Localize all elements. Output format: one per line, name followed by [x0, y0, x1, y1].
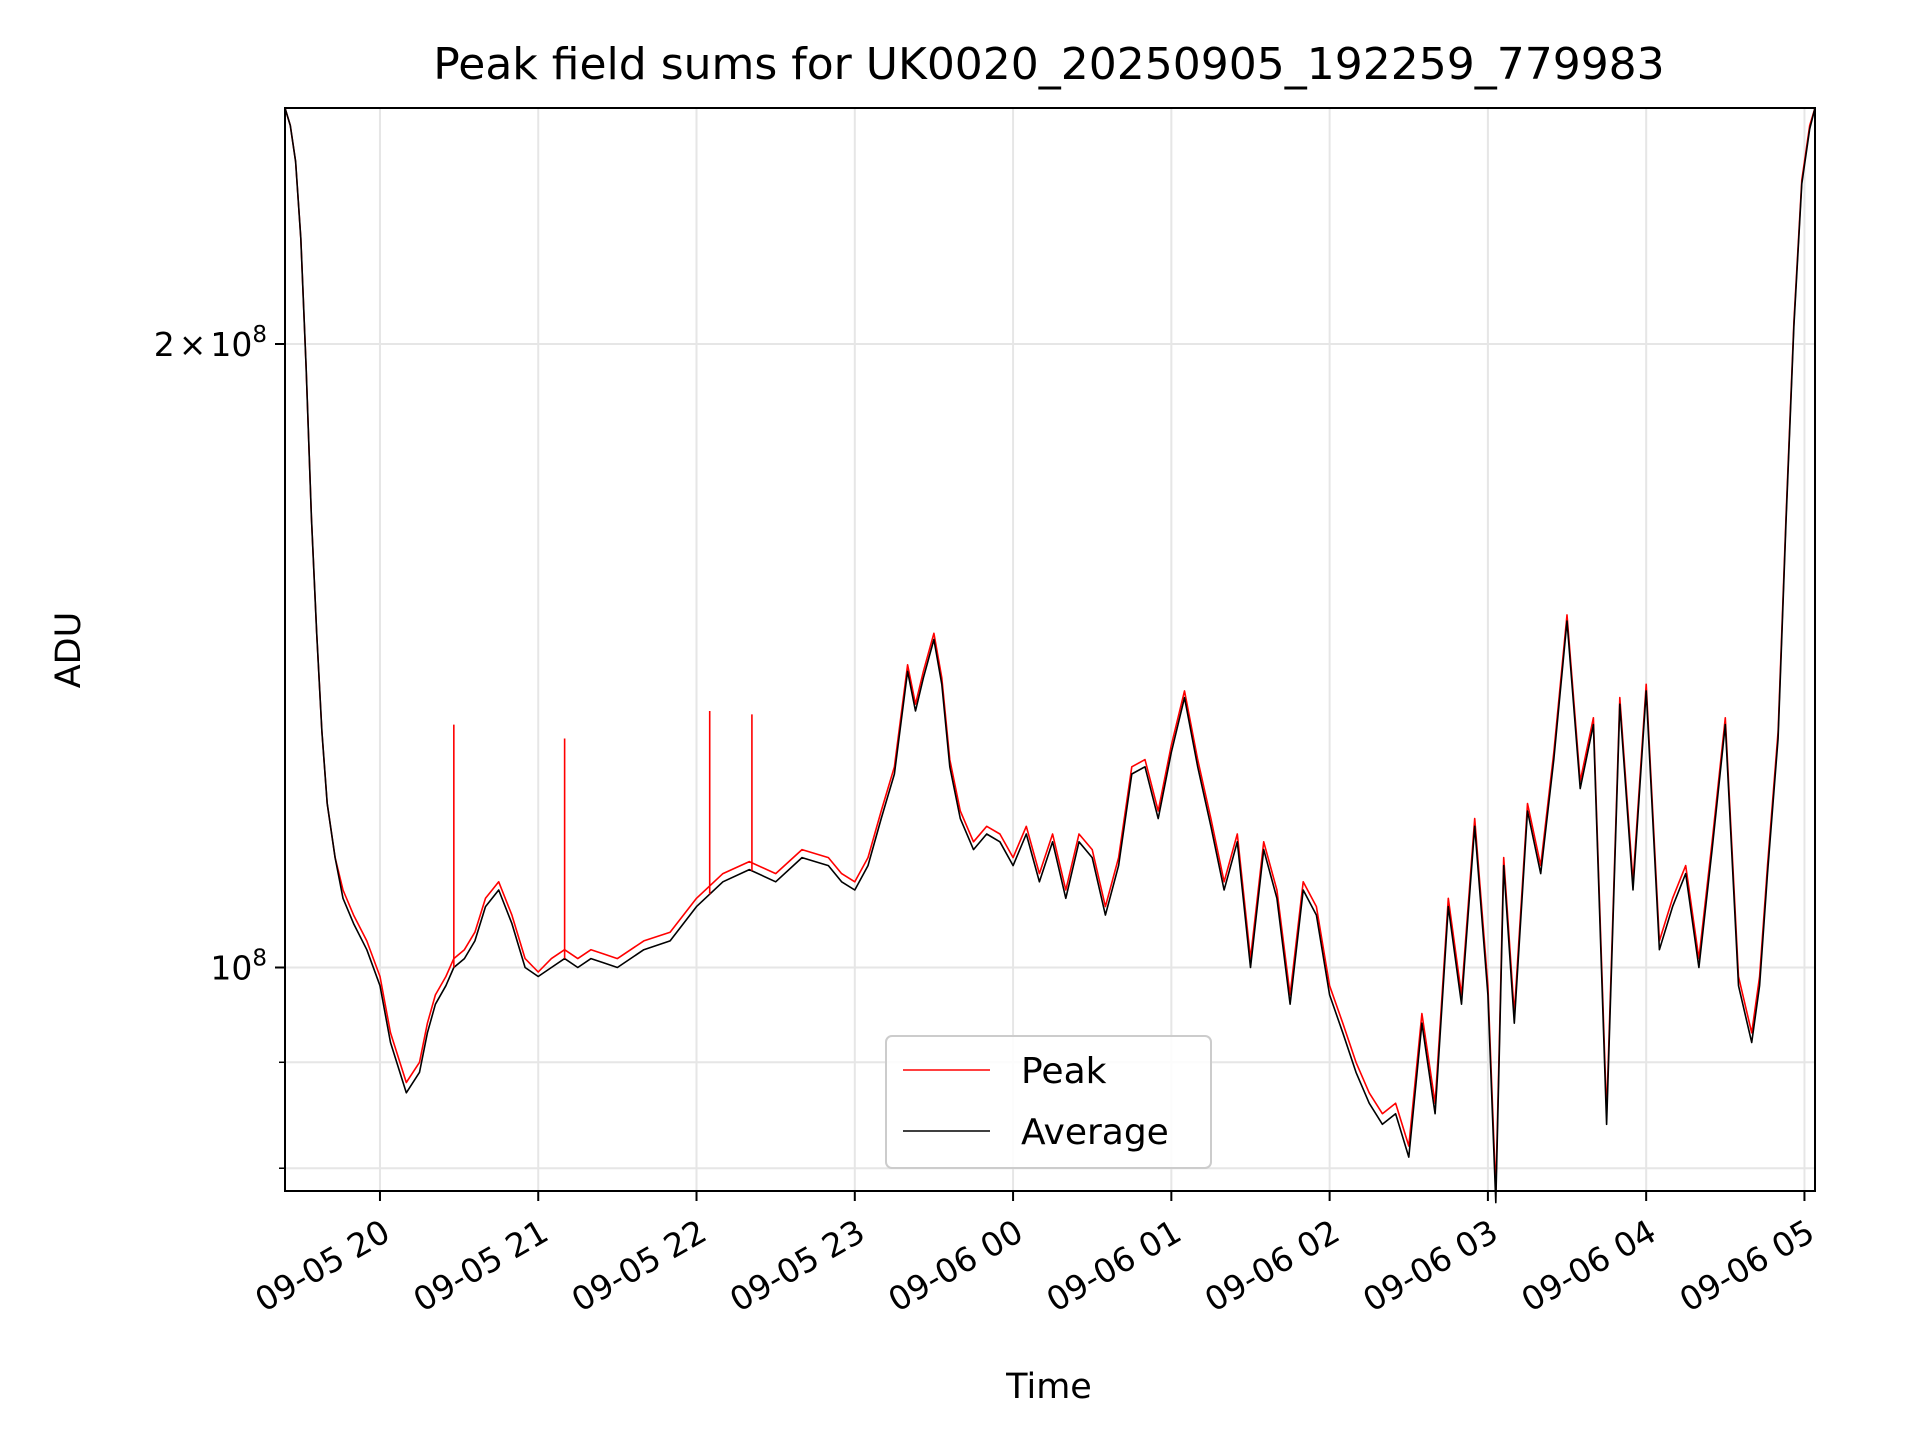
plot-frame [284, 107, 1816, 1192]
y-axis-ticks: 2 × 108 108 [154, 322, 285, 1169]
legend-average-label: Average [1021, 1112, 1169, 1153]
y-axis-title: ADU [49, 612, 89, 689]
chart-title: Peak field sums for UK0020_20250905_1922… [433, 39, 1664, 90]
x-axis-title: Time [1005, 1367, 1092, 1407]
legend: Peak Average [885, 1035, 1212, 1169]
y-tick-label: 2 × 108 [154, 322, 267, 364]
legend-box [885, 1035, 1212, 1169]
series-line-average [284, 107, 1816, 1204]
legend-peak-label: Peak [1021, 1051, 1107, 1092]
y-tick-label: 108 [210, 946, 267, 988]
series-line-peak [284, 107, 1816, 1192]
series-layer [284, 107, 1816, 1204]
